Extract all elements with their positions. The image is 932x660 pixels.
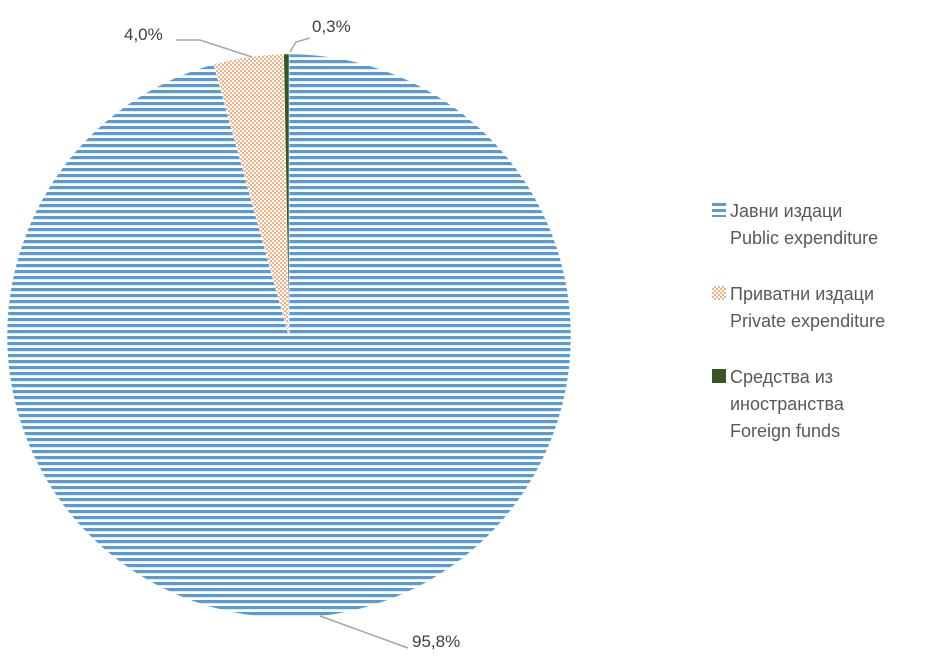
- data-labels: 95,8% 4,0% 0,3%: [124, 17, 460, 651]
- data-label-foreign: 0,3%: [312, 17, 351, 36]
- data-label-private: 4,0%: [124, 25, 163, 44]
- legend-item-public: Јавни издаци Public expenditure: [712, 198, 927, 252]
- legend-label-foreign: Средства из иностранства Foreign funds: [730, 364, 844, 445]
- legend-label-line: Јавни издаци: [730, 201, 843, 221]
- legend-item-foreign: Средства из иностранства Foreign funds: [712, 364, 927, 445]
- slice-foreign: [283, 53, 290, 337]
- leader-line-public: [319, 615, 409, 649]
- legend-label-line: Foreign funds: [730, 421, 841, 441]
- legend-label-line: Приватни издаци: [730, 284, 875, 304]
- leader-line-foreign: [289, 37, 311, 53]
- legend-label-line: Private expenditure: [730, 311, 886, 331]
- pie-slices: [6, 53, 572, 619]
- legend-label-private: Приватни издаци Private expenditure: [730, 281, 885, 335]
- legend-label-line: иностранства: [730, 394, 844, 414]
- data-label-public: 95,8%: [412, 632, 460, 651]
- legend-swatch-private: [712, 286, 726, 300]
- legend: Јавни издаци Public expenditure Приватни…: [712, 198, 927, 474]
- legend-item-private: Приватни издаци Private expenditure: [712, 281, 927, 335]
- leader-lines: [176, 37, 409, 649]
- legend-label-line: Public expenditure: [730, 228, 879, 248]
- legend-swatch-foreign: [712, 369, 726, 383]
- legend-label-line: Средства из: [730, 367, 834, 387]
- leader-line-private: [176, 39, 253, 58]
- legend-label-public: Јавни издаци Public expenditure: [730, 198, 878, 252]
- legend-swatch-public: [712, 203, 726, 217]
